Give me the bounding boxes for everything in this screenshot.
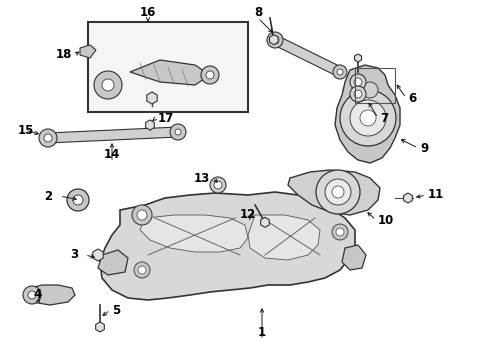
Circle shape xyxy=(209,177,225,193)
Circle shape xyxy=(44,134,52,142)
Circle shape xyxy=(332,65,346,79)
Circle shape xyxy=(132,205,152,225)
Circle shape xyxy=(23,286,41,304)
Text: 14: 14 xyxy=(103,148,120,162)
Text: 15: 15 xyxy=(18,123,34,136)
Polygon shape xyxy=(334,65,399,163)
Polygon shape xyxy=(146,92,157,104)
Text: 12: 12 xyxy=(240,208,256,221)
Polygon shape xyxy=(354,54,361,62)
Circle shape xyxy=(102,79,114,91)
Polygon shape xyxy=(48,127,178,143)
Circle shape xyxy=(39,129,57,147)
Circle shape xyxy=(270,36,279,44)
Polygon shape xyxy=(93,249,103,261)
Text: 9: 9 xyxy=(419,141,427,154)
Polygon shape xyxy=(269,35,278,45)
Polygon shape xyxy=(260,217,269,227)
Text: 4: 4 xyxy=(34,288,42,302)
Text: 16: 16 xyxy=(140,5,156,18)
Polygon shape xyxy=(287,170,379,215)
Circle shape xyxy=(349,74,365,90)
Text: 13: 13 xyxy=(193,171,209,184)
Text: 18: 18 xyxy=(56,49,72,62)
Circle shape xyxy=(336,69,342,75)
Circle shape xyxy=(67,189,89,211)
Text: 11: 11 xyxy=(427,189,443,202)
Circle shape xyxy=(214,181,222,189)
Circle shape xyxy=(175,129,181,135)
Text: 6: 6 xyxy=(407,91,415,104)
Circle shape xyxy=(73,195,83,205)
Text: 1: 1 xyxy=(257,325,265,338)
Bar xyxy=(88,22,247,112)
Polygon shape xyxy=(130,60,209,85)
Polygon shape xyxy=(80,45,96,58)
Polygon shape xyxy=(140,215,247,252)
Circle shape xyxy=(339,90,395,146)
Circle shape xyxy=(331,186,343,198)
Circle shape xyxy=(138,266,146,274)
Polygon shape xyxy=(247,215,319,260)
Polygon shape xyxy=(98,250,128,275)
Text: 8: 8 xyxy=(253,5,262,18)
Circle shape xyxy=(137,210,147,220)
Circle shape xyxy=(94,71,122,99)
Polygon shape xyxy=(403,193,411,203)
Polygon shape xyxy=(145,120,154,130)
Text: 7: 7 xyxy=(379,112,387,125)
Circle shape xyxy=(28,291,36,299)
Circle shape xyxy=(359,110,375,126)
Circle shape xyxy=(134,262,150,278)
Circle shape xyxy=(353,90,361,98)
Circle shape xyxy=(170,124,185,140)
Circle shape xyxy=(266,32,283,48)
Text: 5: 5 xyxy=(112,303,120,316)
Polygon shape xyxy=(96,322,104,332)
Text: 10: 10 xyxy=(377,213,393,226)
Circle shape xyxy=(349,86,365,102)
Circle shape xyxy=(349,100,385,136)
Polygon shape xyxy=(341,245,365,270)
Circle shape xyxy=(325,179,350,205)
Circle shape xyxy=(201,66,219,84)
Polygon shape xyxy=(100,192,354,300)
Bar xyxy=(354,68,394,103)
Circle shape xyxy=(361,82,377,98)
Circle shape xyxy=(335,228,343,236)
Circle shape xyxy=(205,71,214,79)
Circle shape xyxy=(353,78,361,86)
Text: 3: 3 xyxy=(70,248,78,261)
Polygon shape xyxy=(26,285,75,305)
Circle shape xyxy=(331,224,347,240)
Text: 17: 17 xyxy=(158,112,174,125)
Text: 2: 2 xyxy=(44,189,52,202)
Polygon shape xyxy=(272,36,342,76)
Circle shape xyxy=(315,170,359,214)
